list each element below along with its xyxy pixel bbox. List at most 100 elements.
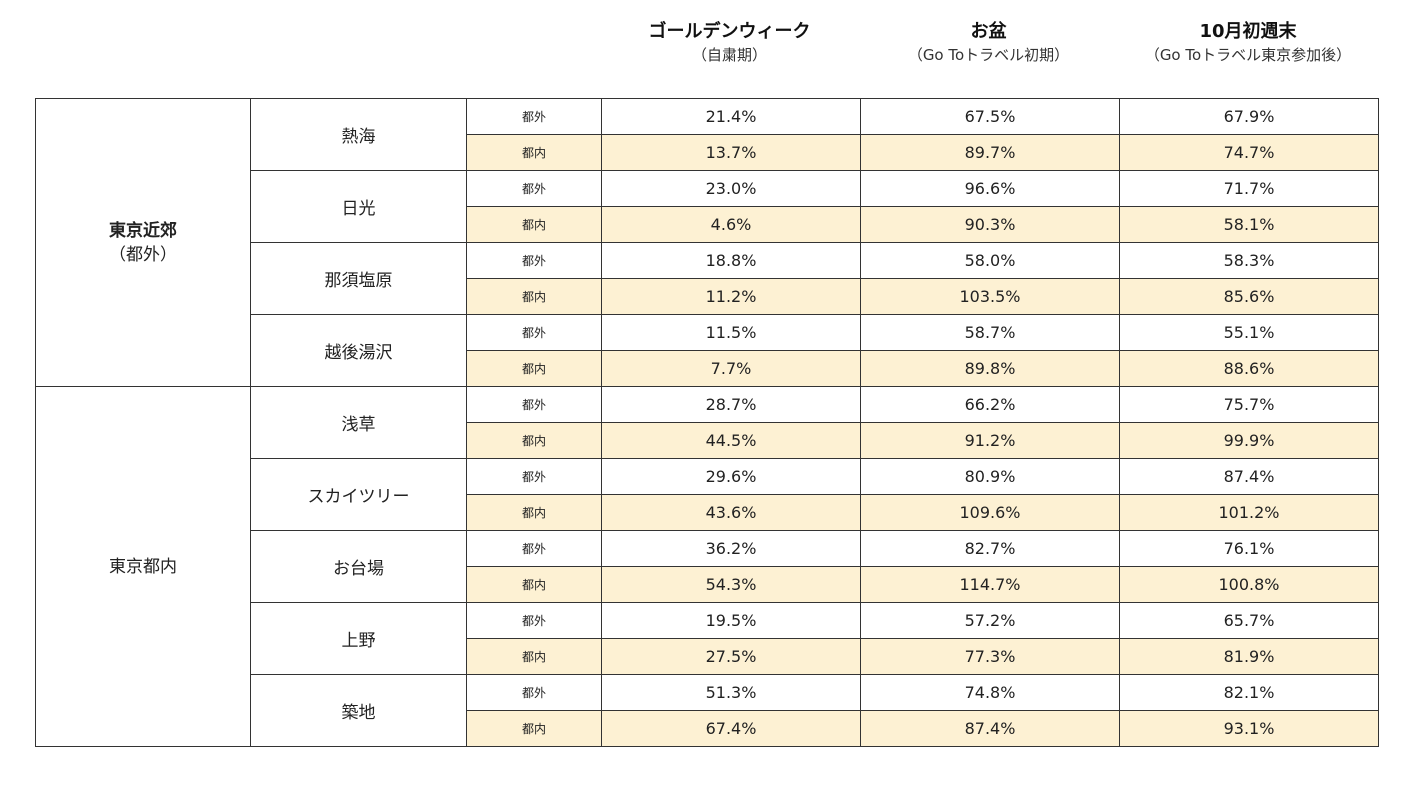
value-cell: 29.6% [601,458,861,495]
value-cell: 96.6% [860,170,1120,207]
value-cell: 58.3% [1119,242,1379,279]
origin-label: 都内 [466,350,602,387]
value-cell: 90.3% [860,206,1120,243]
value-cell: 58.7% [860,314,1120,351]
table-row: 日光 都外 23.0% 96.6% 71.7% [36,170,1379,243]
place-name: お台場 [250,530,467,603]
table-row: 東京近郊 （都外） 熱海 都外 21.4% 67.5% 67.9% [35,98,1379,387]
origin-label: 都外 [466,242,602,279]
column-title: お盆 [970,21,1007,42]
value-cell: 4.6% [601,206,861,243]
value-cell: 58.1% [1119,206,1379,243]
table-row: 越後湯沢 都外 11.5% 58.7% 55.1% [36,314,1379,387]
place-name: 越後湯沢 [250,314,467,387]
place-name: 那須塩原 [250,242,467,315]
column-header-golden-week: ゴールデンウィーク （自粛期） [600,20,859,66]
value-cell: 88.6% [1119,350,1379,387]
value-cell: 67.5% [860,98,1120,135]
value-cell: 54.3% [601,566,861,603]
table-row: 都内 44.5% 91.2% 99.9% [36,422,1379,459]
value-cell: 66.2% [860,386,1120,423]
value-cell: 114.7% [860,566,1120,603]
table-row: 都内 27.5% 77.3% 81.9% [36,638,1379,675]
origin-label: 都外 [466,602,602,639]
value-cell: 27.5% [601,638,861,675]
table-row: 都内 54.3% 114.7% 100.8% [36,566,1379,603]
table-row: スカイツリー 都外 29.6% 80.9% 87.4% [36,458,1379,531]
origin-label: 都外 [466,674,602,711]
value-cell: 36.2% [601,530,861,567]
origin-label: 都内 [466,710,602,747]
origin-label: 都内 [466,206,602,243]
table-row: 都内 11.2% 103.5% 85.6% [36,278,1379,315]
comparison-table: 東京近郊 （都外） 熱海 都外 21.4% 67.5% 67.9% 都内 13.7% 89.7% 7… [35,98,1379,747]
origin-label: 都外 [466,530,602,567]
table-row: 築地 都外 51.3% 74.8% 82.1% [36,674,1379,747]
value-cell: 80.9% [860,458,1120,495]
value-cell: 74.8% [860,674,1120,711]
place-name: 築地 [250,674,467,747]
table-row: 那須塩原 都外 18.8% 58.0% 58.3% [36,242,1379,315]
column-title: ゴールデンウィーク [648,21,811,42]
column-header-october-weekend: 10月初週末 （Go Toトラベル東京参加後） [1118,20,1378,66]
origin-label: 都内 [466,278,602,315]
origin-label: 都外 [466,98,602,135]
value-cell: 89.8% [860,350,1120,387]
value-cell: 58.0% [860,242,1120,279]
value-cell: 82.7% [860,530,1120,567]
value-cell: 23.0% [601,170,861,207]
origin-label: 都内 [466,422,602,459]
origin-label: 都内 [466,566,602,603]
value-cell: 28.7% [601,386,861,423]
value-cell: 67.9% [1119,98,1379,135]
region-name: 東京近郊 [109,220,177,241]
value-cell: 19.5% [601,602,861,639]
value-cell: 44.5% [601,422,861,459]
value-cell: 85.6% [1119,278,1379,315]
region-name: 東京都内 [109,556,177,577]
value-cell: 71.7% [1119,170,1379,207]
value-cell: 109.6% [860,494,1120,531]
table-row: 東京都内 浅草 都外 28.7% 66.2% 75.7% [35,386,1379,747]
value-cell: 55.1% [1119,314,1379,351]
place-name: 上野 [250,602,467,675]
table-body: 東京近郊 （都外） 熱海 都外 21.4% 67.5% 67.9% 都内 13.7% 89.7% 7… [35,98,1379,747]
value-cell: 65.7% [1119,602,1379,639]
value-cell: 103.5% [860,278,1120,315]
table-row: 都内 13.7% 89.7% 74.7% [36,134,1379,171]
value-cell: 89.7% [860,134,1120,171]
column-title: 10月初週末 [1199,21,1297,42]
value-cell: 7.7% [601,350,861,387]
value-cell: 77.3% [860,638,1120,675]
value-cell: 87.4% [860,710,1120,747]
origin-label: 都内 [466,134,602,171]
table-row: 都内 4.6% 90.3% 58.1% [36,206,1379,243]
column-header-obon: お盆 （Go Toトラベル初期） [859,20,1118,66]
value-cell: 75.7% [1119,386,1379,423]
column-subtitle: （Go Toトラベル東京参加後） [1144,46,1352,64]
origin-label: 都内 [466,638,602,675]
origin-label: 都外 [466,170,602,207]
value-cell: 100.8% [1119,566,1379,603]
value-cell: 93.1% [1119,710,1379,747]
value-cell: 82.1% [1119,674,1379,711]
place-name: 浅草 [250,386,467,459]
origin-label: 都内 [466,494,602,531]
value-cell: 91.2% [860,422,1120,459]
value-cell: 81.9% [1119,638,1379,675]
value-cell: 99.9% [1119,422,1379,459]
value-cell: 87.4% [1119,458,1379,495]
value-cell: 67.4% [601,710,861,747]
value-cell: 21.4% [601,98,861,135]
place-name: スカイツリー [250,458,467,531]
value-cell: 11.2% [601,278,861,315]
value-cell: 51.3% [601,674,861,711]
origin-label: 都外 [466,386,602,423]
place-name: 日光 [250,170,467,243]
place-name: 熱海 [250,98,467,171]
origin-label: 都外 [466,314,602,351]
value-cell: 13.7% [601,134,861,171]
table-row: 都内 67.4% 87.4% 93.1% [36,710,1379,747]
table-row: 都内 7.7% 89.8% 88.6% [36,350,1379,387]
value-cell: 18.8% [601,242,861,279]
